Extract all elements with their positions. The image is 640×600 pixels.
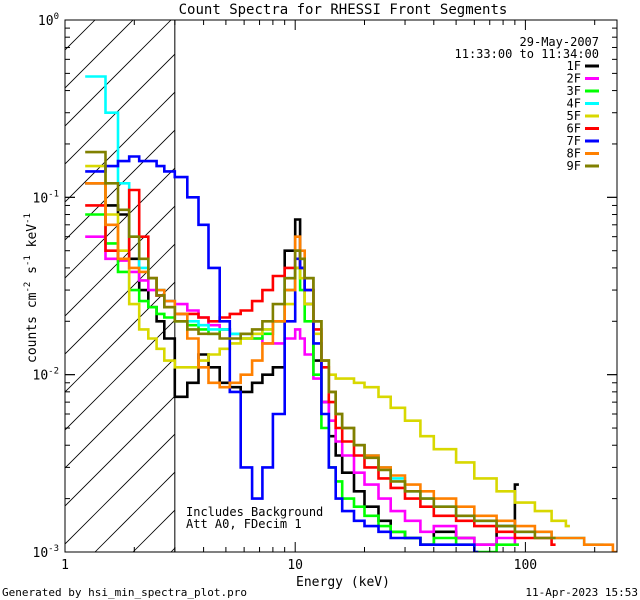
annotation-attenuator: Att A0, FDecim 1 bbox=[186, 517, 302, 531]
annotation-background: Includes Background bbox=[186, 505, 323, 519]
x-axis-label: Energy (keV) bbox=[296, 575, 390, 590]
y-tick-label: 10-2 bbox=[33, 367, 60, 384]
series-line-7F bbox=[85, 155, 479, 552]
axis-ticks bbox=[64, 19, 617, 553]
hatch-line bbox=[65, 243, 175, 355]
legend-label-6F: 6F bbox=[567, 122, 581, 136]
hatch-line bbox=[65, 53, 175, 165]
legend-label-8F: 8F bbox=[567, 147, 581, 161]
legend-label-5F: 5F bbox=[567, 109, 581, 123]
hatch-line bbox=[65, 395, 175, 507]
hatch-line bbox=[94, 471, 175, 552]
hatch-line bbox=[65, 357, 175, 469]
x-tick-label: 10 bbox=[287, 558, 303, 573]
y-tick-label: 10-1 bbox=[33, 189, 60, 206]
y-tick-labels: 10-3 10-2 10-1 100 bbox=[33, 12, 60, 561]
legend-label-4F: 4F bbox=[567, 97, 581, 111]
legend-label-1F: 1F bbox=[567, 59, 581, 73]
x-tick-label: 100 bbox=[514, 558, 537, 573]
series-line-4F bbox=[85, 75, 604, 546]
legend-label-2F: 2F bbox=[567, 72, 581, 86]
hatch-line bbox=[65, 205, 175, 317]
y-tick-label: 10-3 bbox=[33, 544, 60, 561]
hatch-line bbox=[65, 91, 175, 203]
hatch-line bbox=[65, 167, 175, 279]
hatch-line bbox=[0, 0, 85, 552]
hatch-line bbox=[65, 433, 175, 545]
observation-time-range: 11:33:00 to 11:34:00 bbox=[455, 47, 600, 61]
legend-label-7F: 7F bbox=[567, 134, 581, 148]
series-line-5F bbox=[85, 164, 570, 528]
legend-label-9F: 9F bbox=[567, 159, 581, 173]
series-line-1F bbox=[85, 182, 519, 546]
chart-title: Count Spectra for RHESSI Front Segments bbox=[179, 2, 508, 18]
observation-date: 29-May-2007 bbox=[520, 35, 599, 49]
series-line-9F bbox=[85, 150, 556, 540]
legend-label-3F: 3F bbox=[567, 84, 581, 98]
y-tick-label: 100 bbox=[38, 12, 59, 29]
series-lines bbox=[85, 75, 617, 552]
excluded-energy-hatch bbox=[0, 0, 175, 552]
y-axis-label: counts cm-2 s-1 keV-1 bbox=[23, 213, 40, 363]
plot-frame bbox=[64, 19, 618, 553]
footer-generator: Generated by hsi_min_spectra_plot.pro bbox=[2, 586, 247, 599]
x-tick-labels: 1 10 100 bbox=[61, 558, 537, 573]
hatch-line bbox=[65, 20, 134, 89]
footer-timestamp: 11-Apr-2023 15:53 bbox=[525, 586, 638, 599]
x-tick-label: 1 bbox=[61, 558, 69, 573]
hatch-line bbox=[65, 129, 175, 241]
